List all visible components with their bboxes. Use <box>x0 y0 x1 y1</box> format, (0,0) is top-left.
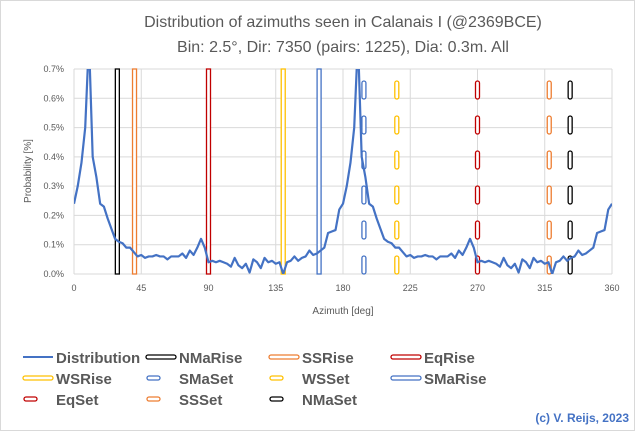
marker-dash-ssset <box>546 220 552 240</box>
legend-label: SMaSet <box>179 371 233 388</box>
marker-dash-ssset <box>546 185 552 205</box>
marker-dash-nmaset <box>567 115 573 135</box>
marker-dash-eqset <box>474 185 481 205</box>
marker-dash-smaset <box>361 255 367 275</box>
y-tick-label: 0.2% <box>43 210 64 220</box>
x-tick-label: 315 <box>537 283 552 293</box>
marker-line-smarise <box>316 68 322 275</box>
marker-line-nmarise <box>114 68 120 275</box>
marker-dash-nmaset <box>567 80 573 100</box>
legend-icon-nmaset <box>269 396 284 402</box>
marker-dash-smaset <box>361 185 367 205</box>
marker-line-ssrise <box>131 68 138 275</box>
marker-dash-nmaset <box>567 220 573 240</box>
chart-title: Distribution of azimuths seen in Calanai… <box>144 14 542 31</box>
marker-dash-wsset <box>394 255 400 275</box>
legend-icon-smaset <box>146 375 161 381</box>
x-tick-label: 45 <box>136 283 146 293</box>
legend-label: SSRise <box>302 350 354 367</box>
marker-dash-eqset <box>474 220 481 240</box>
legend-icon-ssrise <box>268 354 300 360</box>
legend-label: Distribution <box>56 350 140 367</box>
marker-dash-nmaset <box>567 150 573 170</box>
y-axis-title: Probability [%] <box>23 139 34 203</box>
marker-dash-smaset <box>361 80 367 100</box>
legend-label: SMaRise <box>424 371 487 388</box>
x-tick-label: 270 <box>470 283 485 293</box>
legend-label: NMaSet <box>302 392 357 409</box>
x-tick-label: 180 <box>335 283 350 293</box>
series-line-distribution <box>74 69 612 274</box>
marker-dash-wsset <box>394 220 400 240</box>
x-tick-label: 0 <box>71 283 76 293</box>
legend-icon-eqrise <box>390 354 422 360</box>
marker-dash-smaset <box>361 115 367 135</box>
x-axis-title: Azimuth [deg] <box>312 306 373 317</box>
legend-icon-nmarise <box>145 354 177 360</box>
marker-line-wsrise <box>280 68 286 275</box>
y-tick-label: 0.5% <box>43 123 64 133</box>
marker-dash-nmaset <box>567 185 573 205</box>
legend-label: NMaRise <box>179 350 242 367</box>
y-tick-label: 0.3% <box>43 181 64 191</box>
legend-label: WSRise <box>56 371 112 388</box>
marker-dash-wsset <box>394 185 400 205</box>
legend-icon-eqset <box>23 396 38 402</box>
legend-icon-wsset <box>269 375 284 381</box>
marker-dash-wsset <box>394 115 400 135</box>
legend: Distribution NMaRise SSRise EqRise WSRise SMa… <box>22 350 487 409</box>
chart-subtitle: Bin: 2.5°, Dir: 7350 (pairs: 1225), Dia:… <box>177 39 509 56</box>
y-tick-label: 0.1% <box>43 240 64 250</box>
marker-dash-ssset <box>546 80 552 100</box>
x-tick-label: 225 <box>403 283 418 293</box>
legend-label: EqSet <box>56 392 99 409</box>
marker-dash-ssset <box>546 150 552 170</box>
legend-label: WSSet <box>302 371 350 388</box>
marker-dash-smaset <box>361 220 367 240</box>
y-tick-label: 0.7% <box>43 64 64 74</box>
legend-icon-smarise <box>390 375 422 381</box>
marker-dash-wsset <box>394 150 400 170</box>
marker-dash-eqset <box>474 115 481 135</box>
y-tick-label: 0.0% <box>43 269 64 279</box>
legend-label: SSSet <box>179 392 222 409</box>
legend-icon-wsrise <box>22 375 54 381</box>
marker-line-eqrise <box>205 68 212 275</box>
y-tick-label: 0.6% <box>43 93 64 103</box>
x-tick-label: 90 <box>203 283 213 293</box>
marker-dash-ssset <box>546 115 552 135</box>
marker-dash-eqset <box>474 80 481 100</box>
x-tick-label: 360 <box>604 283 619 293</box>
copyright-text: (c) V. Reijs, 2023 <box>535 411 629 425</box>
marker-dash-wsset <box>394 80 400 100</box>
x-tick-label: 135 <box>268 283 283 293</box>
y-tick-label: 0.4% <box>43 152 64 162</box>
marker-dash-eqset <box>474 150 481 170</box>
legend-label: EqRise <box>424 350 475 367</box>
legend-icon-ssset <box>146 396 161 402</box>
